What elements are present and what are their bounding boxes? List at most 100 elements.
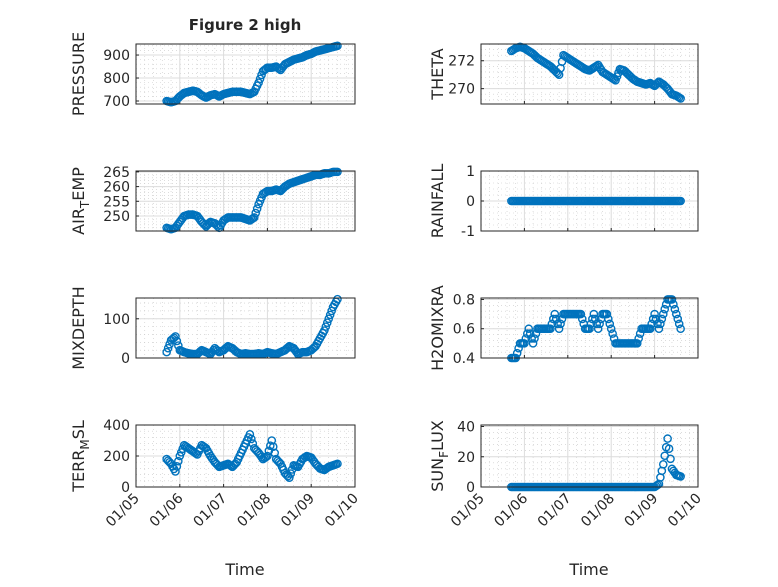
data-point [590,314,600,324]
axes-box [480,424,699,488]
data-point [608,329,617,338]
x-tick-label: 01/08 [578,491,618,531]
axes-box [135,43,356,105]
data-point [653,480,662,490]
data-point [162,347,171,357]
subplot-pressure: 700 800 900 PRESSURE [69,32,356,116]
data-point [163,343,173,353]
y-tick-label: 0 [121,351,130,367]
data-point [324,314,334,324]
y-axis-label: AIRTEMP [69,167,92,235]
data-point [172,462,182,471]
data-point [670,304,680,314]
data-point [322,318,332,328]
data-point [556,319,565,329]
subplot-rainfall: -1 0 1 RAINFALL [428,164,699,240]
x-tick-label: 01/10 [665,491,705,531]
axes-box [135,297,356,359]
data-point [634,334,643,343]
data-point [632,339,642,348]
data-point [676,196,685,206]
data-point [325,310,335,320]
data-point [658,309,668,319]
data-point [593,324,603,334]
data-point [521,334,531,343]
x-tick-label: 01/06 [147,490,187,530]
data-point [546,324,555,334]
data-point [676,94,685,103]
data-point [554,324,564,334]
y-tick-label: 0 [466,194,475,210]
data-point [251,208,261,218]
y-tick-label: 400 [103,418,130,434]
plot-area [481,425,698,487]
subplot-h2omixra: 0.4 0.6 0.8 H2OMIXRA [428,285,699,371]
y-tick-label: -1 [461,224,475,240]
y-tick-label: 255 [103,194,130,210]
data-point [595,319,604,329]
data-point [588,314,597,324]
y-tick-label: 0 [466,480,475,496]
data-point [525,329,535,338]
data-point [171,467,180,476]
x-tick-label: 01/06 [491,490,531,530]
data-point [172,336,182,346]
data-point [666,454,675,464]
data-point [656,319,665,329]
data-point [672,309,681,319]
data-point [657,314,667,324]
data-point [252,204,262,213]
data-point [520,339,529,348]
x-tick-label: 01/09 [622,491,662,531]
data-point [648,314,658,324]
data-point [527,334,536,343]
y-tick-label: 40 [457,420,475,436]
x-tick-label: 01/08 [234,491,274,531]
data-point [268,442,278,452]
xlabel-right: Time [568,560,608,579]
y-tick-label: 270 [448,82,475,98]
data-point [263,451,272,461]
data-point [653,319,662,329]
data-point [522,329,532,338]
data-point [660,304,670,314]
data-point [667,295,677,304]
data-point [589,309,599,319]
data-point [604,314,613,324]
y-tick-label: 0.4 [453,351,475,367]
axes-box [480,297,699,359]
subplot-sun-flux: 01/05 01/06 01/07 01/08 01/09 01/10 0 20 40 SUNFL… [428,420,705,531]
data-point [650,309,659,319]
figure-title: Figure 2 high [189,16,302,34]
y-tick-label: 0.8 [453,292,475,308]
xlabel-left: Time [224,560,264,579]
data-point [586,319,596,329]
data-point [553,319,562,329]
data-point [249,213,259,222]
y-axis-label: H2OMIXRA [428,285,447,371]
data-point [658,460,668,469]
y-tick-label: 200 [103,449,130,465]
data-point [669,300,678,309]
data-point [551,314,561,324]
y-axis-label: PRESSURE [69,32,88,116]
y-axis-label: RAINFALL [428,164,447,239]
data-point [676,472,685,481]
data-point [647,319,657,329]
data-point [651,314,661,324]
data-point [512,348,522,358]
data-point [676,324,685,334]
y-tick-label: 700 [103,94,130,110]
y-tick-label: 272 [448,54,475,70]
x-tick-label: 01/07 [191,491,231,531]
data-point [333,167,342,177]
data-point [333,41,342,51]
x-tick-label: 01/07 [535,491,575,531]
data-point [549,314,558,324]
data-point [528,339,538,348]
data-point [254,78,263,87]
subplot-terr-msl: 01/05 01/06 01/07 01/08 01/09 01/10 0 200 400 TER… [69,418,362,530]
axes-box [480,170,699,232]
data-point [247,434,256,444]
